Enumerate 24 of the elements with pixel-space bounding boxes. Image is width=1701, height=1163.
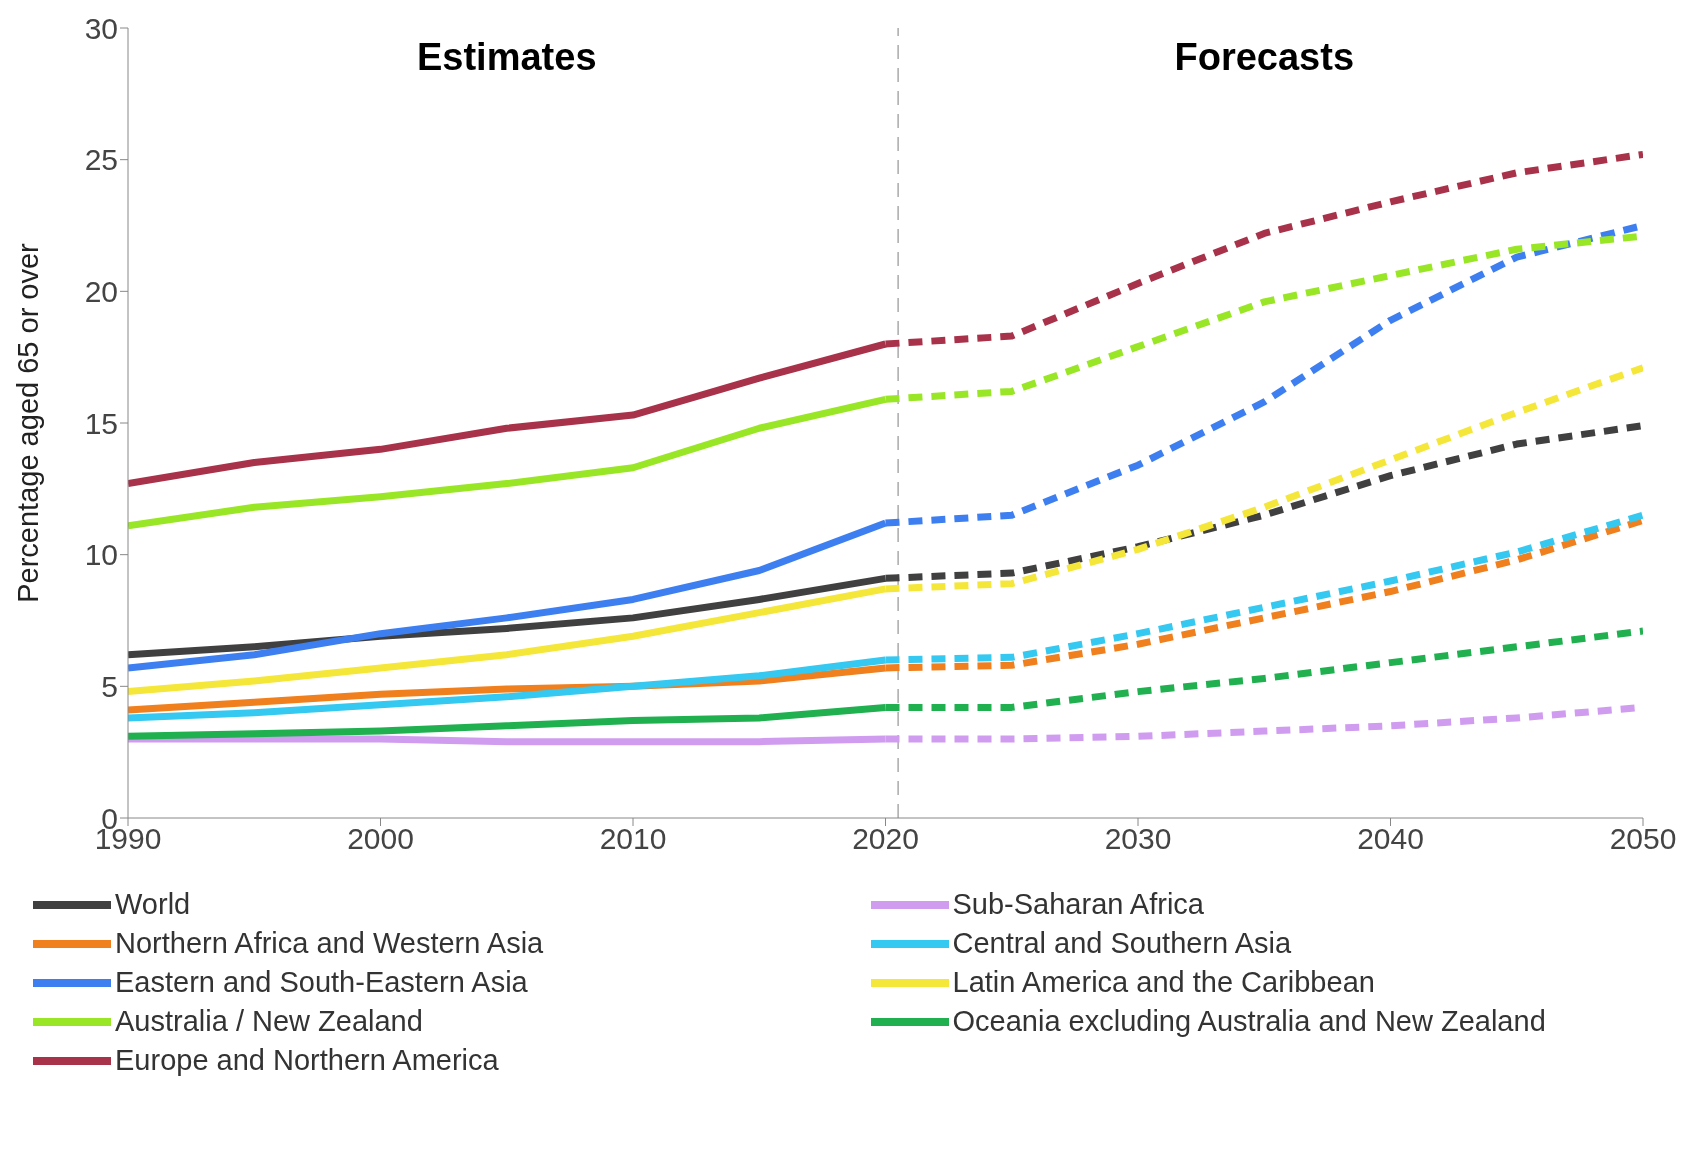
legend-label: Central and Southern Asia (952, 927, 1292, 960)
legend-label: Europe and Northern America (115, 1044, 499, 1077)
legend-label: Northern Africa and Western Asia (115, 927, 544, 960)
x-tick-label: 2050 (1609, 822, 1677, 856)
legend-label: Oceania excluding Australia and New Zealand (952, 1005, 1546, 1038)
y-tick-label: 10 (84, 538, 118, 572)
legend-label: Latin America and the Caribbean (952, 966, 1375, 999)
x-tick-label: 2030 (1104, 822, 1172, 856)
x-tick-label: 2040 (1357, 822, 1424, 856)
y-tick-label: 25 (84, 143, 118, 177)
annotation: Estimates (416, 36, 597, 79)
y-tick-label: 15 (84, 406, 118, 440)
legend-label: Sub-Saharan Africa (952, 888, 1204, 921)
annotation: Forecasts (1174, 36, 1355, 79)
y-axis-title: Percentage aged 65 or over (12, 242, 45, 603)
x-tick-label: 2020 (852, 822, 919, 856)
y-tick-label: 5 (101, 669, 118, 703)
legend-label: Eastern and South-Eastern Asia (115, 966, 528, 999)
x-tick-label: 2000 (347, 822, 414, 856)
y-tick-label: 20 (84, 274, 118, 308)
legend-label: World (115, 888, 191, 921)
y-tick-label: 30 (84, 11, 118, 45)
legend-label: Australia / New Zealand (115, 1005, 423, 1038)
x-tick-label: 2010 (599, 822, 667, 856)
